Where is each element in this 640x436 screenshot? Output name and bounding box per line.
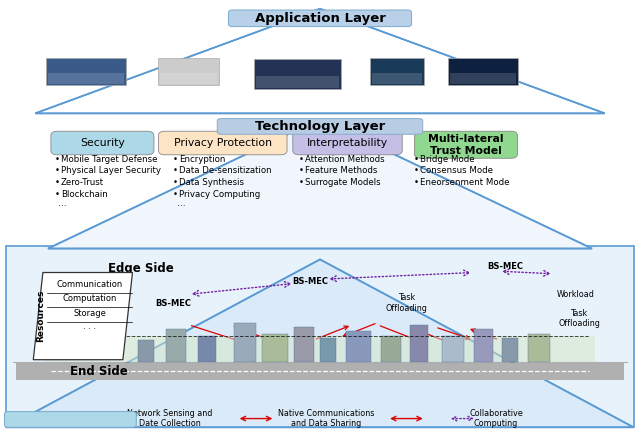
Text: Attention Methods: Attention Methods [305,155,385,164]
FancyBboxPatch shape [158,131,287,155]
Bar [16,363,624,380]
Text: Application Layer: Application Layer [255,12,385,25]
Polygon shape [6,259,634,427]
Bar [294,327,314,362]
Text: •: • [54,178,60,187]
Text: Mobile Target Defense: Mobile Target Defense [61,155,157,164]
Text: •: • [414,167,419,175]
Text: •: • [54,167,60,175]
Text: Bridge Mode: Bridge Mode [420,155,475,164]
Bar [410,325,428,362]
Bar [371,73,422,84]
Bar [448,58,518,85]
Bar [45,336,595,362]
Text: •: • [54,190,60,199]
Bar [381,336,401,362]
Text: Consensus Mode: Consensus Mode [420,167,493,175]
Bar [198,336,216,362]
Text: Resources: Resources [36,290,45,342]
Text: BS-MEC: BS-MEC [488,262,524,271]
Text: Edge Side: Edge Side [108,262,173,275]
Bar [370,58,424,85]
Bar [320,338,336,362]
Text: Feature Methods: Feature Methods [305,167,378,175]
Bar [256,76,339,88]
Bar [502,338,518,362]
Text: Security: Security [80,138,125,148]
Bar [166,329,186,362]
Text: Computation: Computation [63,294,117,303]
Bar [6,246,634,427]
Bar [138,340,154,362]
Text: BS-MEC: BS-MEC [292,277,328,286]
Text: Workload: Workload [557,290,595,299]
Text: •: • [414,178,419,187]
Text: •: • [54,155,60,164]
Text: Zero-Trust: Zero-Trust [61,178,104,187]
Text: Multi-lateral
Trust Model: Multi-lateral Trust Model [428,134,504,156]
Text: Data Synthesis: Data Synthesis [179,178,244,187]
Text: Collaborative
Computing: Collaborative Computing [469,409,523,428]
Bar [234,323,256,362]
Text: Eneorsenment Mode: Eneorsenment Mode [420,178,510,187]
FancyBboxPatch shape [51,131,154,155]
Text: •: • [414,155,419,164]
Bar [346,331,371,362]
Text: Native Communications
and Data Sharing: Native Communications and Data Sharing [278,409,374,428]
Text: •: • [299,167,304,175]
Bar [49,73,124,84]
Polygon shape [33,272,132,360]
Bar [262,334,288,362]
Text: End Side: End Side [70,365,128,378]
Text: Privacy Protection: Privacy Protection [173,138,272,148]
Text: Interpretability: Interpretability [307,138,388,148]
Bar [474,329,493,362]
Text: •: • [173,155,178,164]
FancyBboxPatch shape [293,131,403,155]
Text: Surrogate Models: Surrogate Models [305,178,381,187]
FancyBboxPatch shape [228,10,412,27]
Text: •: • [173,178,178,187]
Polygon shape [35,9,605,113]
Bar [528,334,550,362]
Text: Physical Layer Security: Physical Layer Security [61,167,161,175]
Text: Network Sensing and
Date Collection: Network Sensing and Date Collection [127,409,212,428]
Bar [450,73,516,84]
Text: Communication: Communication [57,280,123,289]
FancyBboxPatch shape [4,412,136,427]
Text: Storage: Storage [74,309,106,317]
Text: · · ·: · · · [83,325,97,334]
Bar [159,58,219,85]
Text: ···: ··· [177,202,185,211]
Bar [442,336,464,362]
Bar [255,59,340,89]
Text: ···: ··· [58,202,67,211]
Text: Encryption: Encryption [179,155,225,164]
Text: Network Layer: Network Layer [19,413,122,426]
Text: •: • [299,178,304,187]
Text: •: • [173,167,178,175]
Text: Technology Layer: Technology Layer [255,120,385,133]
Text: •: • [299,155,304,164]
Text: Blockchain: Blockchain [61,190,108,199]
Text: Task
Offloading: Task Offloading [385,293,428,313]
Bar [160,73,218,84]
Text: Privacy Computing: Privacy Computing [179,190,260,199]
Text: Task
Offloading: Task Offloading [558,309,600,328]
Text: Data De-sensitization: Data De-sensitization [179,167,272,175]
Polygon shape [48,119,592,249]
FancyBboxPatch shape [415,131,518,158]
Bar [47,58,127,85]
Text: •: • [173,190,178,199]
FancyBboxPatch shape [218,119,423,134]
Text: BS-MEC: BS-MEC [155,299,191,307]
